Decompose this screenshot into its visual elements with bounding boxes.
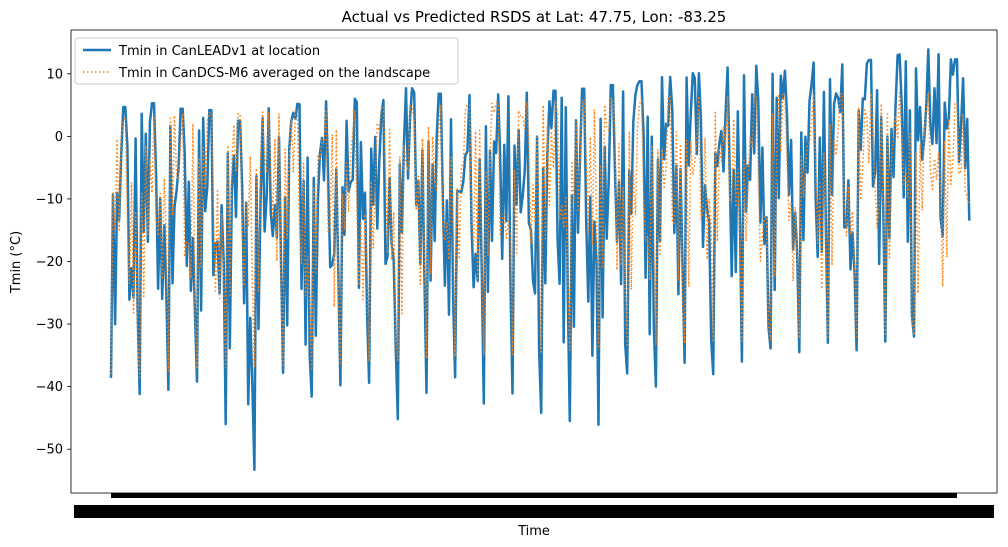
series-line-candcs-m6 (110, 91, 971, 379)
legend-label-candcs-m6: Tmin in CanDCS-M6 averaged on the landsc… (118, 66, 430, 81)
y-tick-label: −50 (36, 443, 63, 458)
legend-box (74, 37, 459, 85)
chart-title: Actual vs Predicted RSDS at Lat: 47.75, … (342, 8, 727, 26)
y-tick-label: −40 (36, 380, 63, 395)
x-axis-label: Time (517, 524, 550, 539)
y-tick-label: −30 (36, 318, 63, 333)
y-tick-label: 0 (55, 130, 63, 145)
plot-area (109, 48, 971, 472)
y-axis-label: Tmin (°C) (9, 231, 24, 294)
x-tick-label-band (74, 493, 994, 518)
legend-label-canleadv1: Tmin in CanLEADv1 at location (118, 44, 320, 59)
legend: Tmin in CanLEADv1 at location Tmin in Ca… (74, 37, 459, 85)
y-tick-label: 10 (46, 67, 63, 82)
x-tick-labels (74, 505, 994, 518)
x-tick-marks (111, 493, 957, 498)
y-axis: 10 0 −10 −20 −30 −40 −50 (36, 67, 71, 458)
y-tick-label: −10 (36, 192, 63, 207)
y-tick-label: −20 (36, 255, 63, 270)
